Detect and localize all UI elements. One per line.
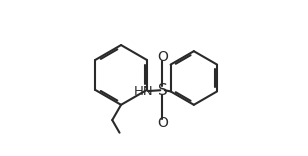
Text: S: S <box>158 83 167 98</box>
Text: O: O <box>157 50 168 64</box>
Text: O: O <box>157 116 168 130</box>
Text: HN: HN <box>134 85 154 98</box>
